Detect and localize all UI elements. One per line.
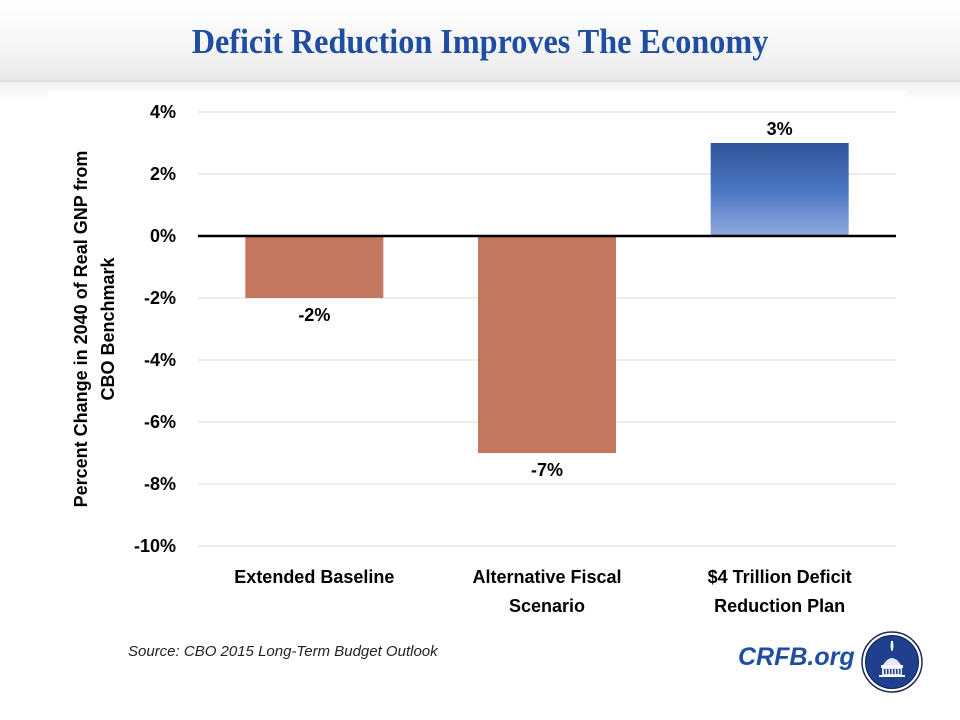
y-tick-label: -10%: [134, 536, 176, 556]
data-label: 3%: [767, 119, 793, 139]
y-tick-label: 0%: [150, 226, 176, 246]
x-category-label: Reduction Plan: [714, 596, 845, 616]
y-axis-ticks: 4% 2% 0% -2% -4% -6% -8% -10%: [134, 102, 176, 556]
x-axis-categories: Extended Baseline Alternative Fiscal Scena…: [234, 567, 851, 616]
data-label: -2%: [298, 305, 330, 325]
brand-link[interactable]: CRFB.org: [738, 643, 855, 671]
y-tick-label: 4%: [150, 102, 176, 122]
data-label: -7%: [531, 460, 563, 480]
y-axis-title: Percent Change in 2040 of Real GNP from C…: [71, 151, 118, 508]
y-axis-title-group: Percent Change in 2040 of Real GNP from C…: [71, 151, 118, 508]
x-category-label: $4 Trillion Deficit: [708, 567, 852, 587]
bar: [710, 143, 849, 236]
x-category-label: Extended Baseline: [234, 567, 394, 587]
source-note: Source: CBO 2015 Long-Term Budget Outloo…: [128, 643, 438, 660]
y-tick-label: 2%: [150, 164, 176, 184]
y-tick-label: -6%: [144, 412, 176, 432]
capitol-dome-seal-icon: [861, 631, 923, 693]
y-axis-title-line: CBO Benchmark: [98, 256, 118, 400]
y-tick-label: -4%: [144, 350, 176, 370]
header-band: Deficit Reduction Improves The Economy: [0, 0, 960, 82]
x-category-label: Scenario: [509, 596, 585, 616]
y-axis-title-line: Percent Change in 2040 of Real GNP from: [71, 151, 91, 508]
page-title: Deficit Reduction Improves The Economy: [191, 22, 769, 61]
bar: [478, 236, 616, 453]
y-tick-label: -8%: [144, 474, 176, 494]
x-category-label: Alternative Fiscal: [472, 567, 621, 587]
bar: [245, 236, 384, 298]
bars: [245, 143, 849, 453]
data-labels: -2% -7% 3%: [298, 119, 792, 480]
y-tick-label: -2%: [144, 288, 176, 308]
